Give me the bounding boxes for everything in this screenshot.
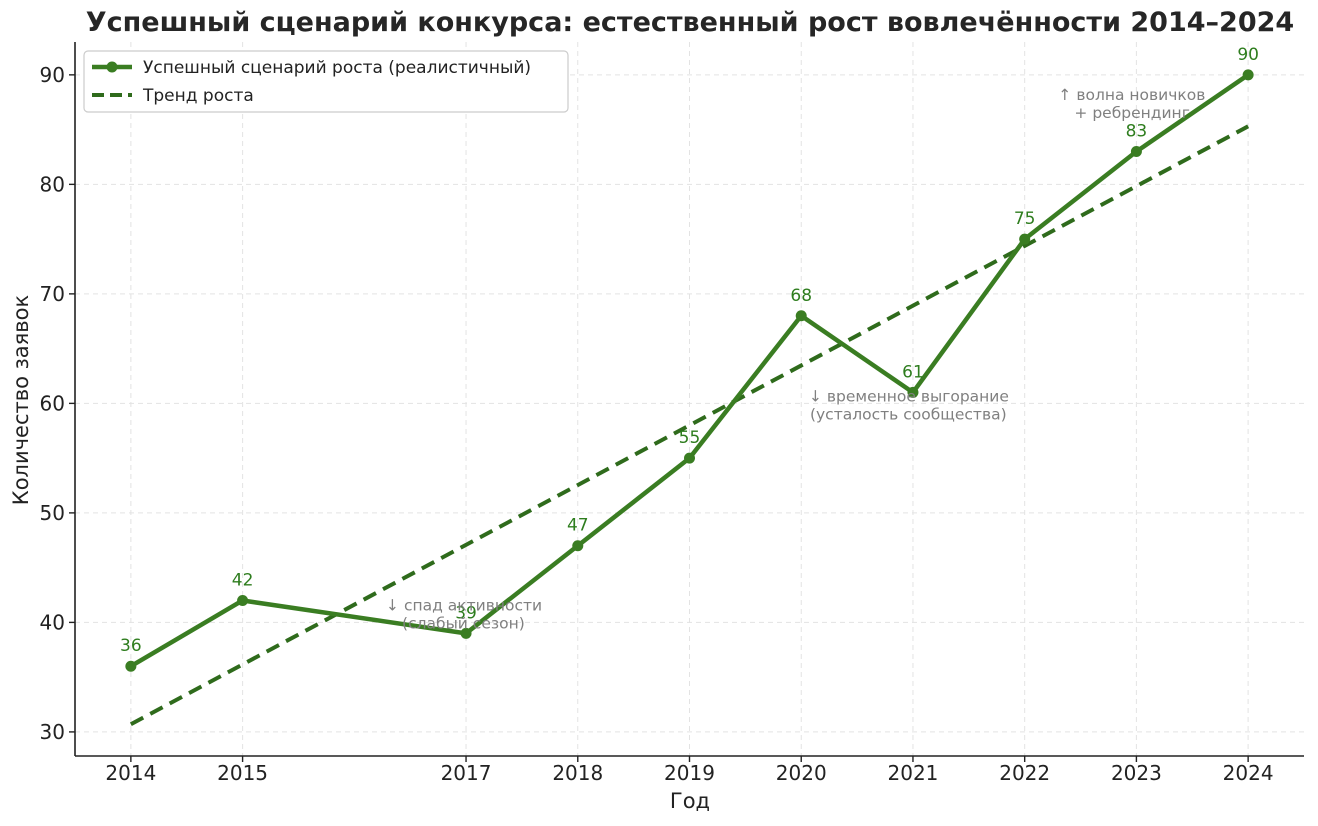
data-label: 61 bbox=[902, 362, 924, 382]
data-label: 75 bbox=[1014, 209, 1036, 229]
annotation: ↓ временное выгорание (усталость сообщест… bbox=[809, 387, 1009, 423]
data-point bbox=[572, 540, 584, 552]
annotation-line: ↓ спад активности bbox=[386, 596, 542, 614]
annotation-line: ↓ временное выгорание bbox=[809, 387, 1009, 405]
x-tick-label: 2017 bbox=[441, 761, 492, 785]
x-tick-label: 2021 bbox=[888, 761, 939, 785]
data-point bbox=[795, 310, 807, 322]
x-tick-label: 2024 bbox=[1223, 761, 1274, 785]
x-tick-label: 2014 bbox=[105, 761, 156, 785]
y-axis-label: Количество заявок bbox=[9, 295, 33, 505]
data-point bbox=[1019, 233, 1031, 245]
tick-labels: 30 40 50 60 70 80 90 2014 2015 2017 2018 2019 2020 20… bbox=[40, 63, 1274, 785]
y-tick-label: 70 bbox=[40, 282, 65, 306]
x-axis-label: Год bbox=[670, 789, 710, 813]
annotation-line: (усталость сообщества) bbox=[810, 405, 1007, 423]
data-label: 55 bbox=[679, 428, 701, 448]
data-point bbox=[1130, 146, 1142, 158]
x-tick-label: 2019 bbox=[664, 761, 715, 785]
series-line bbox=[129, 72, 1250, 669]
data-point bbox=[1242, 69, 1254, 81]
annotation: ↑ волна новичков + ребрендинг bbox=[1058, 86, 1205, 122]
x-tick-label: 2023 bbox=[1111, 761, 1162, 785]
trend-series bbox=[129, 124, 1250, 727]
y-tick-label: 50 bbox=[40, 501, 65, 525]
data-label: 68 bbox=[790, 286, 812, 306]
x-tick-label: 2020 bbox=[776, 761, 827, 785]
data-point bbox=[237, 594, 249, 606]
annotations: ↓ спад активности (слабый сезон) ↓ временн… bbox=[386, 86, 1205, 633]
y-tick-label: 90 bbox=[40, 63, 65, 87]
y-tick-label: 60 bbox=[40, 391, 65, 415]
annotation-line: ↑ волна новичков bbox=[1058, 86, 1205, 104]
legend-label-main: Успешный сценарий роста (реалистичный) bbox=[143, 58, 531, 78]
trend-line bbox=[129, 124, 1250, 727]
annotation: ↓ спад активности (слабый сезон) bbox=[386, 596, 542, 632]
data-point bbox=[684, 452, 695, 464]
data-label: 83 bbox=[1126, 122, 1148, 142]
legend-marker-main bbox=[106, 61, 118, 73]
data-point bbox=[460, 627, 472, 639]
main-series bbox=[125, 69, 1254, 672]
y-tick-label: 40 bbox=[40, 610, 65, 634]
data-point bbox=[907, 386, 919, 398]
data-label: 90 bbox=[1237, 45, 1259, 65]
legend: Успешный сценарий роста (реалистичный) Тр… bbox=[83, 50, 569, 113]
y-tick-label: 30 bbox=[40, 720, 65, 744]
data-labels: 36 42 39 47 55 68 61 75 83 90 bbox=[120, 45, 1259, 656]
data-label: 36 bbox=[120, 636, 142, 656]
axes bbox=[69, 42, 1304, 762]
data-label: 47 bbox=[567, 516, 589, 536]
data-point bbox=[125, 660, 137, 672]
chart-title: Успешный сценарий конкурса: естественный… bbox=[86, 7, 1294, 38]
x-tick-label: 2018 bbox=[552, 761, 603, 785]
x-tick-label: 2015 bbox=[217, 761, 268, 785]
data-label: 42 bbox=[232, 570, 254, 590]
x-tick-label: 2022 bbox=[999, 761, 1050, 785]
y-tick-label: 80 bbox=[40, 172, 65, 196]
legend-label-trend: Тренд роста bbox=[142, 86, 254, 106]
grid bbox=[75, 42, 1304, 756]
annotation-line: (слабый сезон) bbox=[402, 614, 525, 632]
data-label: 39 bbox=[455, 603, 477, 623]
annotation-line: + ребрендинг bbox=[1074, 104, 1189, 122]
legend-box bbox=[83, 50, 569, 113]
